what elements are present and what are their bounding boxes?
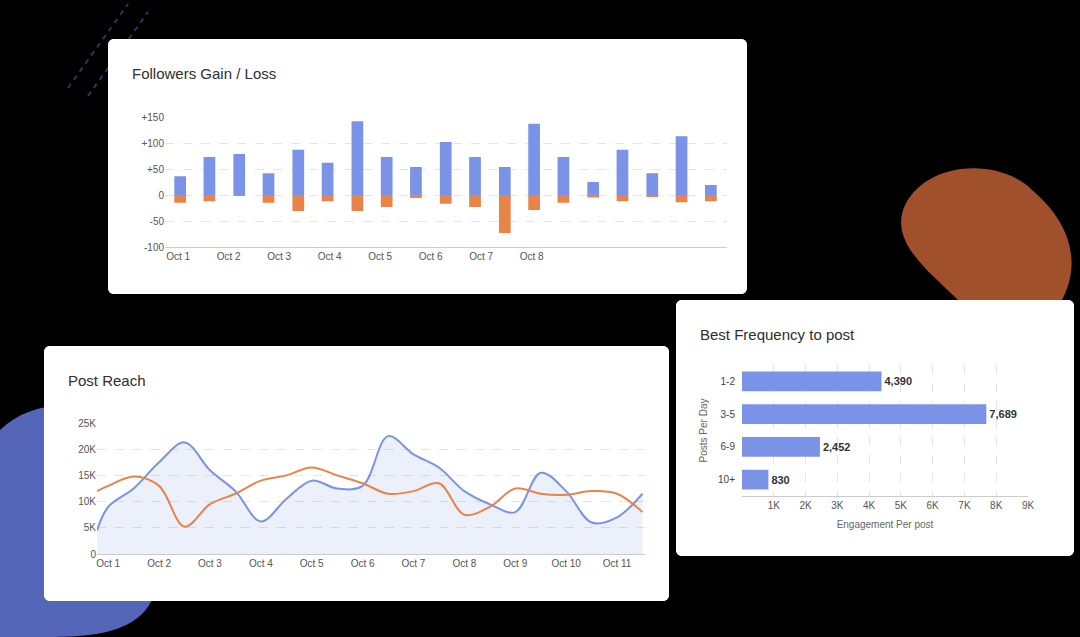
svg-text:Post Reach: Post Reach (68, 372, 146, 389)
svg-text:+50: +50 (147, 164, 164, 175)
svg-text:10+: 10+ (718, 474, 735, 485)
svg-text:+100: +100 (141, 138, 164, 149)
svg-text:Oct 11: Oct 11 (603, 558, 632, 569)
svg-text:4,390: 4,390 (885, 375, 913, 387)
svg-text:8K: 8K (990, 500, 1003, 511)
svg-text:Oct 9: Oct 9 (503, 558, 527, 569)
svg-text:10K: 10K (78, 496, 96, 507)
svg-text:830: 830 (771, 474, 789, 486)
svg-text:Oct 4: Oct 4 (318, 251, 342, 262)
svg-text:2K: 2K (799, 500, 812, 511)
svg-text:Oct 1: Oct 1 (96, 558, 120, 569)
svg-text:Followers Gain / Loss: Followers Gain / Loss (132, 65, 276, 82)
svg-text:Oct 6: Oct 6 (351, 558, 375, 569)
svg-text:Oct 3: Oct 3 (267, 251, 291, 262)
svg-text:-100: -100 (144, 242, 164, 253)
svg-text:6K: 6K (927, 500, 940, 511)
svg-text:Oct 8: Oct 8 (520, 251, 544, 262)
svg-text:Oct 2: Oct 2 (217, 251, 241, 262)
svg-text:25K: 25K (78, 418, 96, 429)
svg-text:-50: -50 (150, 216, 165, 227)
svg-text:Oct 7: Oct 7 (469, 251, 493, 262)
svg-text:2,452: 2,452 (823, 441, 851, 453)
svg-text:Posts Per Day: Posts Per Day (698, 399, 709, 463)
svg-text:5K: 5K (84, 522, 97, 533)
svg-text:3-5: 3-5 (721, 409, 736, 420)
svg-text:Oct 5: Oct 5 (300, 558, 324, 569)
svg-text:0: 0 (158, 190, 164, 201)
svg-text:3K: 3K (831, 500, 844, 511)
svg-text:Oct 5: Oct 5 (368, 251, 392, 262)
svg-text:Engagement Per post: Engagement Per post (837, 519, 934, 530)
svg-text:4K: 4K (863, 500, 876, 511)
svg-text:Oct 2: Oct 2 (147, 558, 171, 569)
svg-text:5K: 5K (895, 500, 908, 511)
svg-text:0: 0 (90, 549, 96, 560)
svg-text:15K: 15K (78, 470, 96, 481)
svg-text:6-9: 6-9 (721, 441, 736, 452)
svg-text:Oct 6: Oct 6 (419, 251, 443, 262)
svg-text:1K: 1K (768, 500, 781, 511)
svg-text:Oct 4: Oct 4 (249, 558, 273, 569)
svg-text:+150: +150 (141, 112, 164, 123)
svg-text:Best Frequency to post: Best Frequency to post (700, 326, 855, 343)
svg-text:20K: 20K (78, 444, 96, 455)
svg-text:Oct 7: Oct 7 (402, 558, 426, 569)
svg-text:Oct 1: Oct 1 (166, 251, 190, 262)
svg-text:1-2: 1-2 (721, 376, 736, 387)
svg-text:Oct 8: Oct 8 (452, 558, 476, 569)
svg-text:9K: 9K (1022, 500, 1035, 511)
svg-text:Oct 10: Oct 10 (551, 558, 581, 569)
svg-text:7,689: 7,689 (989, 408, 1017, 420)
svg-text:7K: 7K (958, 500, 971, 511)
svg-text:Oct 3: Oct 3 (198, 558, 222, 569)
